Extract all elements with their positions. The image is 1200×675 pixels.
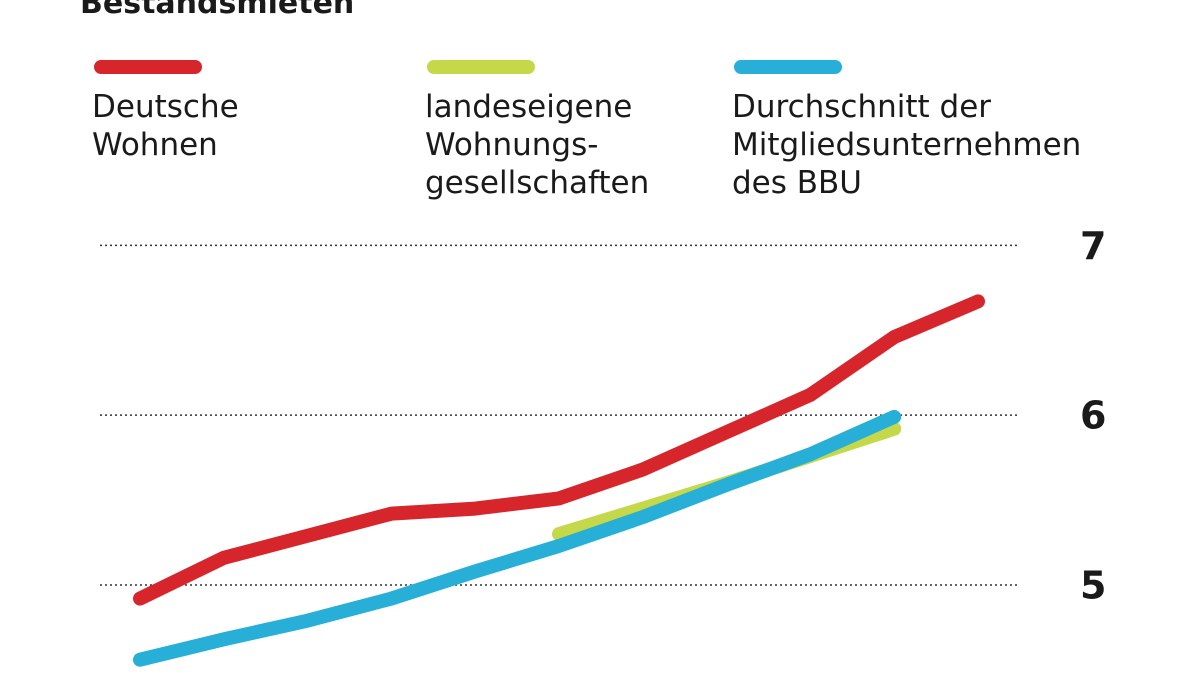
series-line [133,409,902,667]
legend-swatch [427,60,535,74]
legend-item: landeseigene Wohnungs-gesellschaften [425,60,675,202]
y-tick-label: 6 [1080,394,1106,438]
legend-item: Deutsche Wohnen [92,60,352,164]
legend-item: Durchschnitt der Mitgliedsunternehmen de… [732,60,1112,202]
chart-title: Bestandsmieten [80,0,355,21]
legend-label: landeseigene Wohnungs-gesellschaften [425,89,650,201]
y-tick-label: 7 [1080,224,1106,268]
y-tick-label: 5 [1080,563,1106,607]
series-line [133,294,985,606]
legend-label: Durchschnitt der Mitgliedsunternehmen de… [732,89,1082,201]
legend-swatch [94,60,202,74]
legend-swatch [734,60,842,74]
legend-label: Deutsche Wohnen [92,89,239,163]
